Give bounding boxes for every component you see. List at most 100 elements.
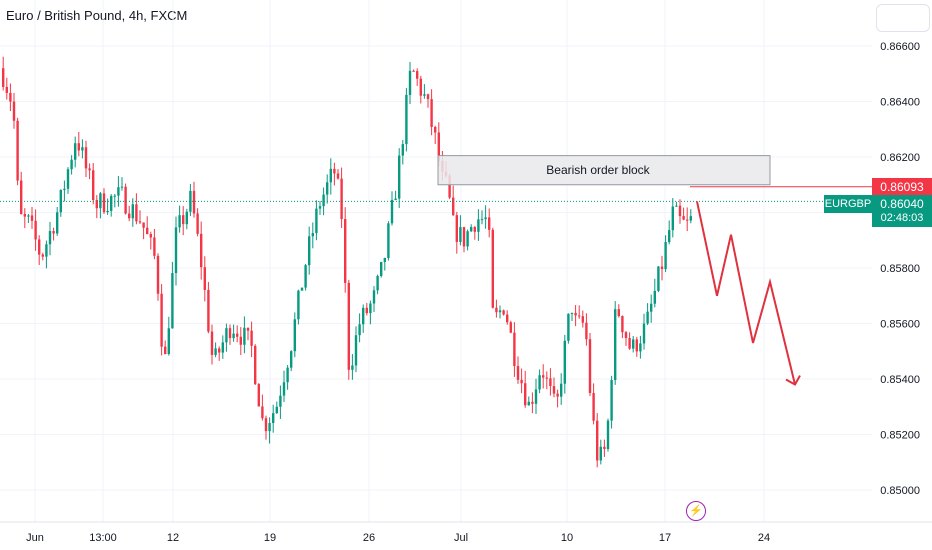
candle-body [27, 215, 30, 217]
candle-body [362, 307, 365, 325]
candle-body [506, 314, 509, 323]
candle-body [617, 309, 620, 317]
candle-body [189, 190, 192, 212]
candle-body [110, 195, 113, 211]
candle-body [642, 323, 646, 344]
candle-body [372, 290, 376, 304]
candle-body [45, 244, 48, 257]
candle-body [437, 132, 440, 161]
candle-body [387, 223, 390, 258]
candle-body [243, 327, 246, 345]
candle-body [628, 337, 631, 349]
candle-body [236, 333, 239, 337]
candle-body [376, 276, 379, 291]
candle-body [92, 170, 95, 200]
lightning-icon[interactable]: ⚡ [686, 501, 706, 521]
top-right-button[interactable] [876, 4, 930, 32]
candle-body [16, 120, 19, 181]
candle-body [563, 340, 566, 384]
chart-title: Euro / British Pound, 4h, FXCM [6, 8, 188, 23]
last-close-price-tag: 0.86093 [872, 178, 932, 196]
order-block-box [437, 155, 771, 186]
candle-body [516, 366, 520, 380]
candle-body [509, 322, 512, 333]
candle-body [502, 310, 505, 315]
candle-body [459, 227, 462, 242]
candle-body [275, 406, 278, 414]
candle-body [41, 254, 44, 257]
candle-body [99, 193, 102, 209]
candle-body [632, 339, 635, 349]
candle-body [218, 348, 221, 353]
candle-body [650, 303, 653, 312]
candle-body [113, 195, 116, 197]
candle-body [272, 413, 275, 424]
candle-body [282, 382, 286, 396]
candle-body [549, 378, 552, 387]
candle-body [250, 330, 253, 346]
candle-body [124, 186, 127, 214]
candle-body [192, 190, 196, 214]
candle-body [185, 211, 188, 225]
candle-body [329, 168, 332, 183]
order-block-label: Bearish order block [546, 163, 650, 177]
candle-body [23, 213, 26, 217]
candle-body [344, 219, 347, 283]
candle-body [354, 335, 358, 366]
y-tick-label: 0.85800 [880, 263, 920, 275]
candle-body [315, 208, 318, 234]
candle-body [149, 234, 152, 238]
candle-body [448, 175, 451, 198]
candle-body [88, 168, 91, 171]
candle-body [153, 237, 156, 256]
candle-body [470, 227, 473, 232]
candle-body [200, 233, 203, 268]
candle-body [84, 147, 88, 169]
overlay: Bearish order block [0, 155, 872, 386]
candle-body [347, 282, 350, 370]
candle-body [664, 242, 667, 270]
candle-body [254, 345, 257, 385]
candle-body [408, 70, 412, 95]
candle-body [574, 312, 577, 316]
candle-body [268, 423, 271, 432]
current-price: 0.86040 [880, 197, 924, 211]
candle-body [581, 316, 584, 323]
candle-body [300, 287, 304, 291]
candle-body [423, 94, 426, 96]
candle-body [473, 227, 476, 232]
candle-body [588, 339, 592, 394]
candle-body [9, 92, 12, 102]
candle-body [311, 233, 314, 237]
candle-body [264, 418, 268, 432]
candle-body [621, 316, 624, 333]
candle-body [196, 213, 199, 234]
candle-body [182, 215, 185, 225]
x-tick-label: 13:00 [89, 532, 117, 544]
candle-body [596, 420, 599, 461]
candle-body [624, 332, 628, 338]
x-tick-label: 10 [561, 532, 573, 544]
candle-body [434, 126, 437, 133]
candle-body [455, 215, 458, 242]
y-tick-label: 0.86600 [880, 41, 920, 53]
candle-body [174, 227, 178, 274]
candle-body [142, 222, 145, 228]
y-tick-label: 0.85200 [880, 430, 920, 442]
candle-body [606, 420, 610, 449]
candle-body [167, 328, 170, 354]
candle-body [534, 389, 538, 404]
candle-body [556, 393, 559, 397]
candle-body [592, 393, 595, 421]
candle-body [466, 231, 469, 247]
candle-body [484, 217, 487, 220]
candle-body [34, 220, 37, 240]
candle-body [290, 351, 293, 368]
candle-body [398, 155, 401, 199]
candle-body [30, 215, 34, 221]
x-tick-label: 17 [659, 532, 671, 544]
candles [2, 56, 692, 468]
candle-body [488, 217, 491, 230]
candle-body [545, 377, 548, 379]
